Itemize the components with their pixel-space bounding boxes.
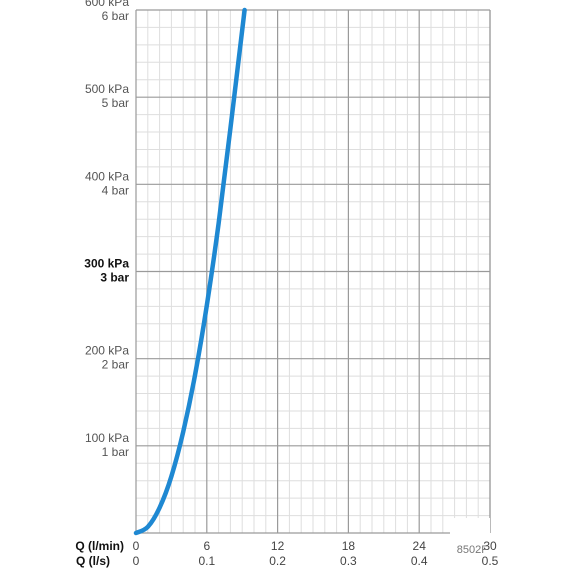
pressure-curve bbox=[133, 7, 247, 536]
x-tick-label-ls: 0.2 bbox=[269, 554, 286, 568]
x-axis-tick-labels: 00 60.1 120.2 180.3 240.4 300.5 bbox=[133, 539, 499, 568]
x-tick-label-lmin: 30 bbox=[483, 539, 497, 553]
y-tick-label-kpa: 200 kPa bbox=[85, 344, 129, 358]
y-tick-label-kpa: 400 kPa bbox=[85, 169, 129, 183]
x-axis-label-ls: Q (l/s) bbox=[76, 554, 110, 568]
x-tick-label-lmin: 12 bbox=[271, 539, 285, 553]
x-tick-label-lmin: 24 bbox=[413, 539, 427, 553]
y-tick-label-bar: 4 bar bbox=[102, 183, 129, 197]
x-tick-label-lmin: 0 bbox=[133, 539, 140, 553]
model-label: 8502F bbox=[457, 544, 488, 556]
y-tick-label-kpa: 600 kPa bbox=[85, 0, 129, 9]
x-axis-label-lmin: Q (l/min) bbox=[75, 539, 124, 553]
x-tick-label-ls: 0.5 bbox=[482, 554, 499, 568]
y-tick-label-bar: 6 bar bbox=[102, 9, 129, 23]
x-tick-label-lmin: 6 bbox=[203, 539, 210, 553]
y-tick-label-bar: 2 bar bbox=[102, 358, 129, 372]
x-tick-label-ls: 0.1 bbox=[198, 554, 215, 568]
y-tick-label-bar: 5 bar bbox=[102, 96, 129, 110]
x-tick-label-ls: 0.4 bbox=[411, 554, 428, 568]
y-tick-label-kpa: 300 kPa bbox=[84, 257, 129, 271]
x-tick-label-ls: 0.3 bbox=[340, 554, 357, 568]
model-badge: 8502F bbox=[450, 518, 490, 556]
x-tick-label-lmin: 18 bbox=[342, 539, 356, 553]
y-tick-label-kpa: 500 kPa bbox=[85, 82, 129, 96]
y-tick-label-bar: 1 bar bbox=[102, 445, 129, 459]
x-tick-label-ls: 0 bbox=[133, 554, 140, 568]
y-tick-label-kpa: 100 kPa bbox=[85, 431, 129, 445]
y-tick-label-bar: 3 bar bbox=[100, 271, 129, 285]
major-grid bbox=[135, 9, 491, 534]
